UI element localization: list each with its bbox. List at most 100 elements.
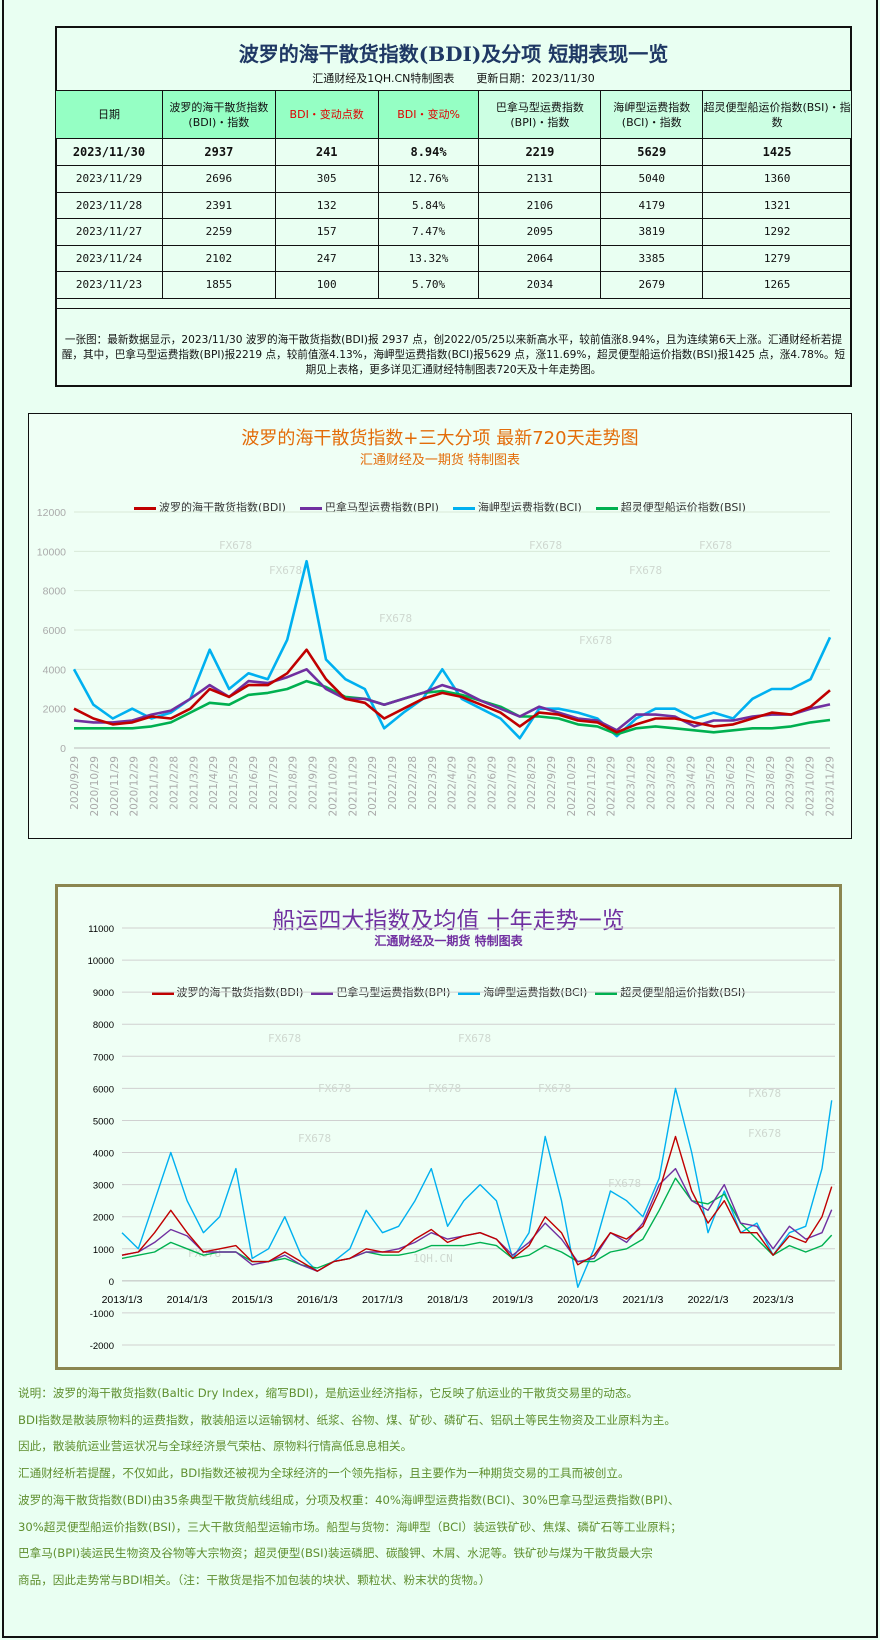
x-tick-label: 2022/3/29 bbox=[427, 756, 439, 810]
x-tick-label: 2022/7/29 bbox=[506, 756, 518, 810]
table-cell: 5629 bbox=[600, 138, 704, 166]
table-cell: 2023/11/23 bbox=[55, 271, 163, 299]
summary-text: 一张图：最新数据显示，2023/11/30 波罗的海干散货指数(BDI)报 29… bbox=[57, 308, 850, 387]
chart1-legend: 波罗的海干散货指数(BDI) 巴拿马型运费指数(BPI) 海岬型运费指数(BCI) 超… bbox=[29, 499, 851, 515]
table-cell: 2937 bbox=[161, 138, 276, 166]
table-cell: 2679 bbox=[600, 271, 704, 299]
x-tick-label: 2023/7/29 bbox=[745, 756, 757, 810]
table-cell: 2023/11/24 bbox=[55, 244, 163, 272]
table-cell: 2095 bbox=[478, 218, 602, 246]
table-cell: 3819 bbox=[600, 218, 704, 246]
watermark: FX678 bbox=[748, 1127, 781, 1140]
table-cell: 1265 bbox=[702, 271, 852, 299]
table-cell: 2023/11/27 bbox=[55, 218, 163, 246]
x-tick-label: 2022/5/29 bbox=[467, 756, 479, 810]
table-cell: 4179 bbox=[600, 191, 704, 219]
legend-swatch bbox=[151, 991, 174, 995]
x-tick-label: 2023/3/29 bbox=[665, 756, 677, 810]
x-tick-label: 2020/12/29 bbox=[129, 756, 141, 817]
y-tick-label: -2000 bbox=[90, 1341, 114, 1352]
table-cell: 2023/11/30 bbox=[55, 138, 163, 166]
y-tick-label: 0 bbox=[60, 743, 66, 755]
x-tick-label: 2014/1/3 bbox=[167, 1294, 208, 1306]
chart2-title: 船运四大指数及均值 十年走势一览 bbox=[272, 908, 625, 934]
x-tick-label: 2023/1/29 bbox=[626, 756, 638, 810]
table-cell: 12.76% bbox=[377, 165, 480, 193]
x-tick-label: 2021/9/29 bbox=[308, 756, 320, 810]
y-tick-label: 6000 bbox=[93, 1084, 114, 1095]
y-tick-label: 12000 bbox=[37, 507, 66, 519]
table-cell: 1360 bbox=[702, 165, 852, 193]
table-cell: 5040 bbox=[600, 165, 704, 193]
table-row: 2023/11/23 1855 100 5.70% 2034 2679 1265 bbox=[55, 271, 852, 299]
chart-720-day: 波罗的海干散货指数+三大分项 最新720天走势图 汇通财经及一期货 特制图表 波… bbox=[28, 413, 852, 839]
x-tick-label: 2023/1/3 bbox=[753, 1294, 794, 1306]
chart-ten-year: 船运四大指数及均值 十年走势一览 汇通财经及一期货 特制图表 波罗的海干散货指数… bbox=[55, 884, 842, 1370]
y-tick-label: 3000 bbox=[93, 1181, 114, 1192]
table-cell: 3385 bbox=[600, 244, 704, 272]
table-cell: 2023/11/29 bbox=[55, 165, 163, 193]
index-table: 日期 波罗的海干散货指数(BDI)・指数 BDI・变动点数 BDI・变动% 巴拿马型运费… bbox=[55, 90, 852, 299]
x-tick-label: 2021/6/29 bbox=[248, 756, 260, 810]
watermark: FX678 bbox=[428, 1082, 461, 1095]
column-header: 超灵便型船运价指数(BSI)・指数 bbox=[702, 90, 852, 139]
legend-swatch bbox=[595, 506, 618, 510]
watermark: FX678 bbox=[529, 539, 562, 552]
x-tick-label: 2022/2/28 bbox=[407, 756, 419, 810]
y-tick-label: 10000 bbox=[37, 546, 66, 558]
series-line-bdi bbox=[73, 648, 831, 734]
y-tick-label: 9000 bbox=[93, 988, 114, 999]
table-cell: 2106 bbox=[478, 191, 602, 219]
y-tick-label: 5000 bbox=[93, 1116, 114, 1127]
x-tick-label: 2017/1/3 bbox=[362, 1294, 403, 1306]
chart1-subtitle: 汇通财经及一期货 特制图表 bbox=[359, 453, 521, 468]
table-cell: 100 bbox=[274, 271, 379, 299]
column-header: 海岬型运费指数(BCI)・指数 bbox=[600, 90, 704, 139]
table-row: 2023/11/30 2937 241 8.94% 2219 5629 1425 bbox=[55, 138, 852, 166]
x-tick-label: 2022/4/29 bbox=[447, 756, 459, 810]
x-tick-label: 2020/11/29 bbox=[109, 756, 121, 817]
column-header: 日期 bbox=[55, 90, 163, 139]
legend-item: 超灵便型船运价指数(BSI) bbox=[595, 499, 746, 515]
series-line-bci bbox=[121, 1087, 833, 1288]
notes-section: 说明：波罗的海干散货指数(Baltic Dry Index，缩写BDI)，是航运… bbox=[18, 1380, 868, 1594]
x-tick-label: 2023/9/29 bbox=[785, 756, 797, 810]
x-tick-label: 2022/9/29 bbox=[546, 756, 558, 810]
x-tick-label: 2015/1/3 bbox=[232, 1294, 273, 1306]
x-tick-label: 2022/11/29 bbox=[586, 756, 598, 817]
table-cell: 2064 bbox=[478, 244, 602, 272]
legend-swatch bbox=[299, 506, 322, 510]
x-tick-label: 2021/12/29 bbox=[367, 756, 379, 817]
table-cell: 13.32% bbox=[377, 244, 480, 272]
y-tick-label: 2000 bbox=[43, 704, 67, 716]
y-tick-label: 10000 bbox=[88, 956, 114, 967]
x-tick-label: 2021/1/3 bbox=[622, 1294, 663, 1306]
x-tick-label: 2023/4/29 bbox=[685, 756, 697, 810]
watermark: FX678 bbox=[579, 634, 612, 647]
table-cell: 305 bbox=[274, 165, 379, 193]
summary-table-panel: 波罗的海干散货指数(BDI)及分项 短期表现一览 汇通财经及1QH.CN特制图表… bbox=[55, 26, 852, 387]
x-tick-label: 2016/1/3 bbox=[297, 1294, 338, 1306]
column-header: BDI・变动% bbox=[377, 90, 480, 139]
watermark: FX678 bbox=[748, 1087, 781, 1100]
column-header: BDI・变动点数 bbox=[274, 90, 379, 139]
x-tick-label: 2022/1/29 bbox=[387, 756, 399, 810]
note-line: 巴拿马(BPI)装运民生物资及谷物等大宗物资；超灵便型(BSI)装运磷肥、碳酸钾… bbox=[18, 1546, 653, 1561]
table-row: 2023/11/24 2102 247 13.32% 2064 3385 1279 bbox=[55, 244, 852, 272]
x-tick-label: 2023/5/29 bbox=[705, 756, 717, 810]
table-cell: 1292 bbox=[702, 218, 852, 246]
watermark: 1QH.CN bbox=[413, 1252, 453, 1265]
table-cell: 132 bbox=[274, 191, 379, 219]
x-tick-label: 2020/9/29 bbox=[69, 756, 81, 810]
column-header: 波罗的海干散货指数(BDI)・指数 bbox=[161, 90, 276, 139]
note-line: 说明：波罗的海干散货指数(Baltic Dry Index，缩写BDI)，是航运… bbox=[18, 1386, 639, 1400]
table-cell: 157 bbox=[274, 218, 379, 246]
series-line-bpi bbox=[73, 668, 831, 732]
x-tick-label: 2020/1/3 bbox=[557, 1294, 598, 1306]
legend-item: 巴拿马型运费指数(BPI) bbox=[299, 499, 439, 515]
chart2-plot: -2000 -1000 0 1000 2000 3000 4000 5000 6000 7000 8… bbox=[88, 924, 835, 1352]
watermark: FX678 bbox=[458, 1032, 491, 1045]
watermark: FX678 bbox=[268, 1032, 301, 1045]
note-line: 因此，散装航运业营运状况与全球经济景气荣枯、原物料行情高低息息相关。 bbox=[18, 1439, 413, 1454]
x-tick-label: 2022/12/29 bbox=[606, 756, 618, 817]
